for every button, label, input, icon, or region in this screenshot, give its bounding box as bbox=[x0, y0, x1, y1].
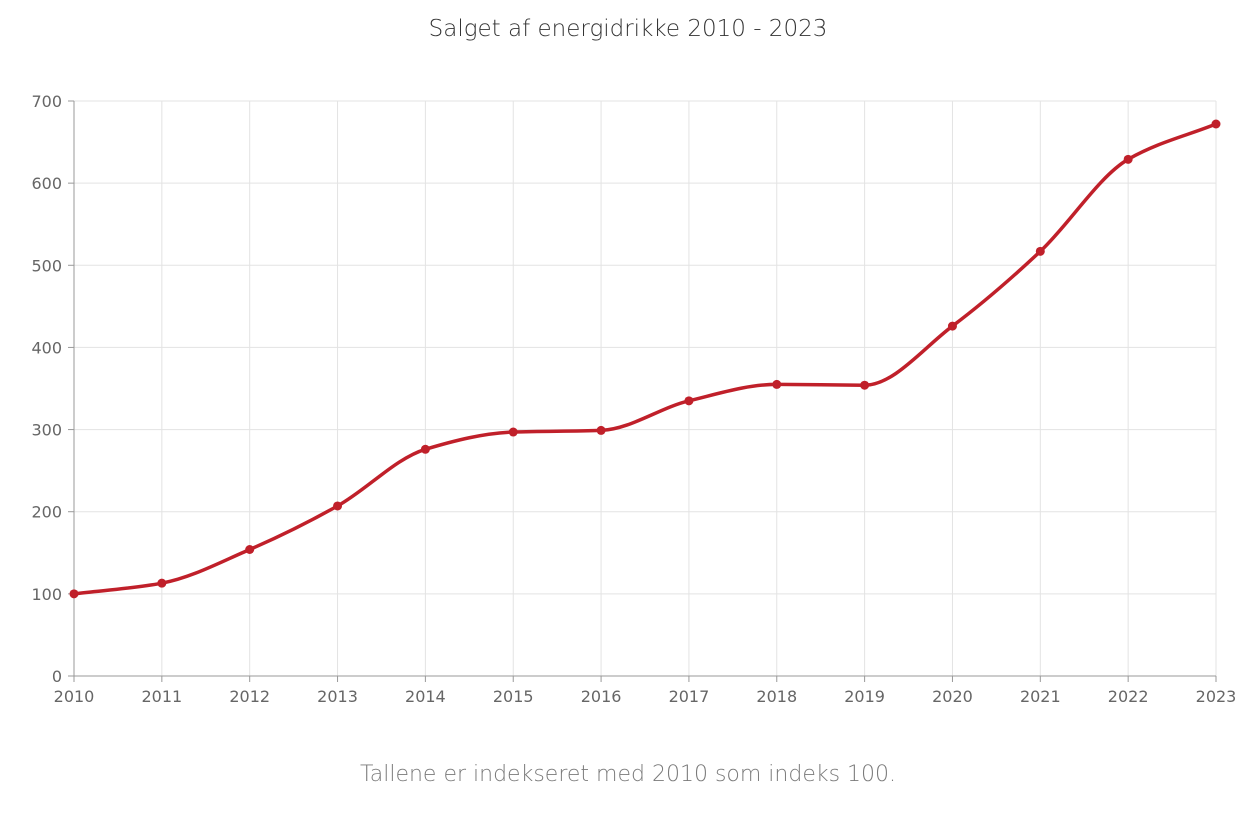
x-tick-label: 2016 bbox=[581, 687, 622, 706]
data-point-2020[interactable] bbox=[947, 321, 957, 331]
x-tick-label: 2012 bbox=[229, 687, 270, 706]
series bbox=[72, 122, 1218, 596]
data-point-2014[interactable] bbox=[420, 444, 430, 454]
data-point-2022[interactable] bbox=[1123, 154, 1133, 164]
data-point-2012[interactable] bbox=[245, 545, 255, 554]
y-tick-label: 700 bbox=[31, 92, 62, 111]
data-point-2018[interactable] bbox=[772, 379, 782, 389]
x-tick-label: 2014 bbox=[405, 687, 446, 706]
x-tick-label: 2011 bbox=[141, 687, 182, 706]
x-tick-label: 2022 bbox=[1108, 687, 1149, 706]
y-tick-label: 400 bbox=[31, 338, 62, 357]
data-point-2021[interactable] bbox=[1035, 246, 1045, 256]
y-tick-label: 300 bbox=[31, 421, 62, 440]
x-tick-label: 2020 bbox=[932, 687, 973, 706]
axes bbox=[68, 100, 1217, 682]
chart-caption: Tallene er indekseret med 2010 som indek… bbox=[360, 762, 896, 787]
data-points bbox=[69, 119, 1221, 599]
data-point-2013[interactable] bbox=[333, 501, 343, 511]
data-point-2019[interactable] bbox=[860, 380, 870, 390]
x-tick-label: 2015 bbox=[493, 687, 534, 706]
x-tick-label: 2019 bbox=[844, 687, 885, 706]
data-point-2011[interactable] bbox=[157, 578, 167, 588]
y-tick-label: 500 bbox=[31, 256, 62, 275]
series-line bbox=[72, 122, 1218, 596]
y-tick-label: 600 bbox=[31, 174, 62, 193]
x-tick-label: 2021 bbox=[1020, 687, 1061, 706]
data-point-2017[interactable] bbox=[684, 396, 694, 406]
chart-title: Salget af energidrikke 2010 - 2023 bbox=[429, 16, 828, 42]
x-axis-tick-labels: 2010 2011 2012 2013 2014 2015 2016 2017 2018 2019… bbox=[54, 687, 1237, 706]
y-axis-tick-labels: 0 100 200 300 400 500 600 700 bbox=[31, 92, 62, 686]
data-point-2015[interactable] bbox=[508, 427, 518, 437]
x-tick-label: 2017 bbox=[669, 687, 710, 706]
data-point-2016[interactable] bbox=[596, 425, 606, 435]
x-tick-label: 2010 bbox=[54, 687, 95, 706]
y-tick-label: 200 bbox=[31, 503, 62, 522]
y-tick-label: 0 bbox=[52, 667, 62, 686]
x-tick-label: 2018 bbox=[756, 687, 797, 706]
grid bbox=[74, 100, 1217, 676]
x-tick-label: 2023 bbox=[1196, 687, 1237, 706]
x-tick-label: 2013 bbox=[317, 687, 358, 706]
data-point-2010[interactable] bbox=[69, 589, 79, 599]
y-tick-label: 100 bbox=[31, 585, 62, 604]
data-point-2023[interactable] bbox=[1211, 119, 1221, 129]
